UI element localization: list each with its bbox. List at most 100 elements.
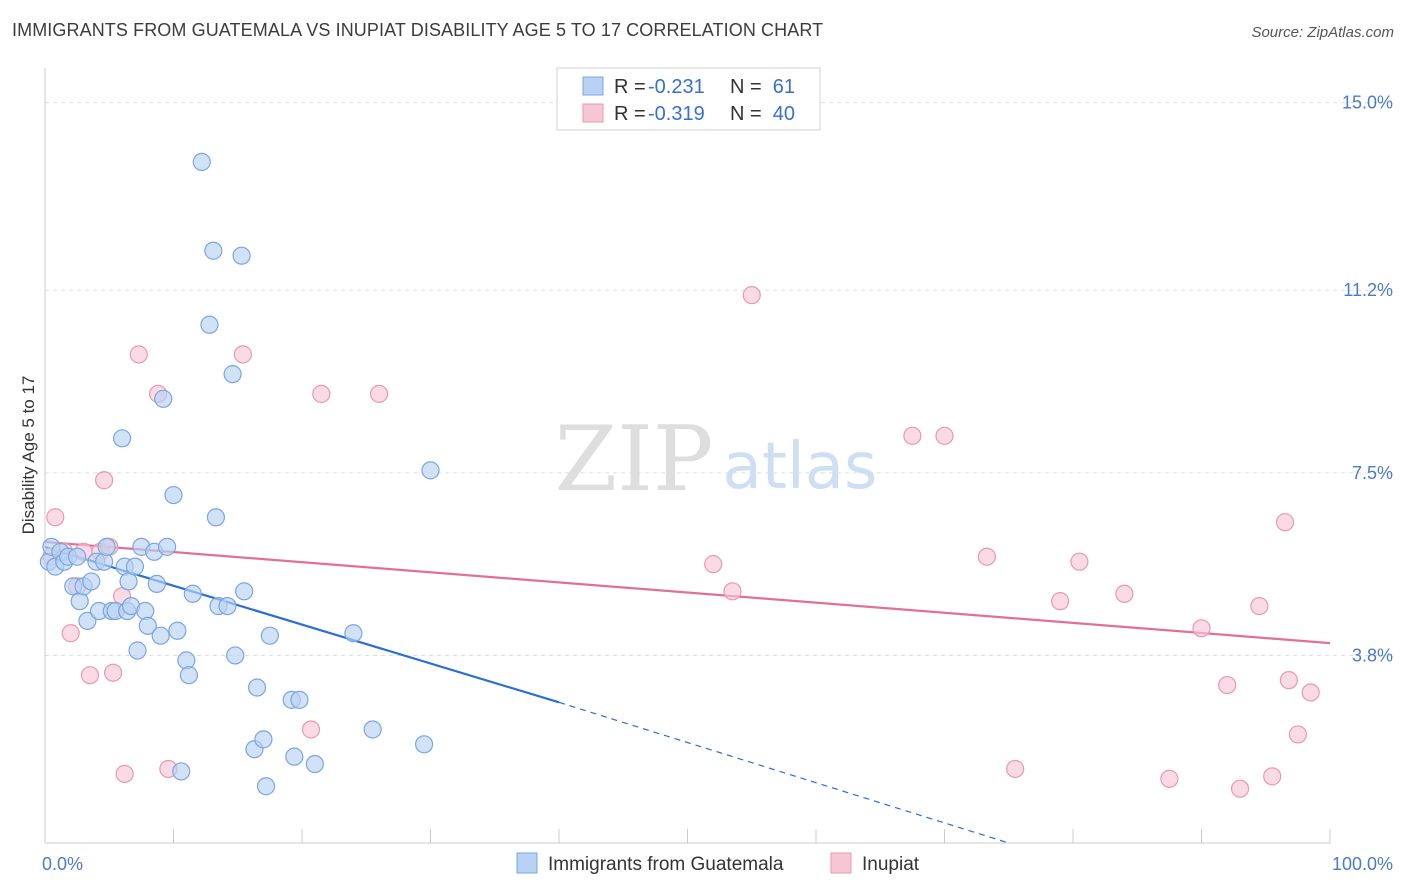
chart-title: IMMIGRANTS FROM GUATEMALA VS INUPIAT DIS… bbox=[12, 20, 824, 40]
guatemala-point-47 bbox=[232, 246, 251, 265]
guatemala-point-56 bbox=[290, 690, 309, 709]
axes bbox=[44, 68, 1331, 844]
guatemala-point-29 bbox=[147, 574, 166, 593]
legend-n-value-1: 40 bbox=[773, 103, 795, 125]
guatemala-point-59 bbox=[363, 720, 382, 739]
source-credit: Source: ZipAtlas.com bbox=[1251, 24, 1394, 41]
guatemala-point-41 bbox=[204, 241, 223, 260]
watermark-atlas: atlas bbox=[723, 430, 878, 504]
legend-n-label-1: N = bbox=[730, 103, 762, 125]
series-legend: Immigrants from Guatemala Inupiat bbox=[516, 852, 920, 875]
data-points bbox=[39, 152, 1320, 798]
legend-swatch-0 bbox=[582, 76, 604, 96]
inupiat-point-28 bbox=[1070, 552, 1089, 571]
x-tick-labels: 0.0% 100.0% bbox=[42, 854, 1393, 874]
guatemala-point-42 bbox=[206, 508, 226, 527]
inupiat-point-29 bbox=[1115, 584, 1134, 603]
guatemala-trend-extension bbox=[558, 701, 1009, 844]
y-tick-label-3: 15.0% bbox=[1342, 93, 1393, 113]
guatemala-point-36 bbox=[177, 651, 196, 670]
guatemala-point-55 bbox=[285, 747, 304, 766]
inupiat-point-36 bbox=[1275, 513, 1295, 532]
guatemala-point-11 bbox=[82, 572, 101, 591]
y-tick-label-2: 11.2% bbox=[1343, 280, 1393, 300]
legend-n-label-0: N = bbox=[730, 76, 762, 98]
grid-lines bbox=[45, 102, 1392, 656]
guatemala-point-39 bbox=[192, 152, 211, 172]
y-tick-label-1: 7.5% bbox=[1352, 463, 1393, 483]
guatemala-point-23 bbox=[125, 557, 145, 576]
inupiat-point-12 bbox=[115, 764, 134, 784]
inupiat-point-19 bbox=[370, 384, 389, 403]
x-tick-label-0: 0.0% bbox=[42, 854, 83, 874]
inupiat-point-33 bbox=[1230, 779, 1250, 798]
inupiat-point-37 bbox=[1279, 671, 1298, 690]
inupiat-point-39 bbox=[1301, 683, 1320, 702]
guatemala-point-8 bbox=[70, 592, 89, 611]
legend-r-label-0: R = bbox=[614, 76, 646, 98]
series-legend-label-guatemala: Immigrants from Guatemala bbox=[548, 854, 784, 875]
inupiat-trend-line bbox=[44, 540, 1331, 645]
guatemala-point-45 bbox=[223, 365, 242, 384]
inupiat-point-21 bbox=[723, 582, 742, 601]
legend-swatch-1 bbox=[582, 103, 604, 123]
y-tick-label-0: 3.8% bbox=[1352, 645, 1393, 665]
guatemala-point-50 bbox=[247, 678, 267, 697]
guatemala-point-61 bbox=[414, 735, 434, 754]
y-tick-labels: 3.8% 7.5% 11.2% 15.0% bbox=[1342, 93, 1393, 666]
legend-r-value-1: -0.319 bbox=[648, 103, 705, 125]
guatemala-point-14 bbox=[95, 552, 114, 571]
inupiat-point-23 bbox=[903, 426, 922, 445]
guatemala-point-34 bbox=[168, 621, 187, 640]
inupiat-point-20 bbox=[704, 555, 723, 574]
inupiat-point-24 bbox=[935, 426, 954, 445]
guatemala-point-31 bbox=[154, 389, 173, 408]
guatemala-point-26 bbox=[136, 601, 155, 621]
inupiat-point-25 bbox=[977, 547, 997, 566]
inupiat-point-31 bbox=[1192, 619, 1211, 638]
inupiat-point-8 bbox=[95, 471, 114, 490]
inupiat-point-34 bbox=[1250, 596, 1269, 616]
guatemala-point-30 bbox=[151, 626, 170, 645]
guatemala-point-38 bbox=[183, 584, 202, 603]
guatemala-point-35 bbox=[172, 762, 191, 781]
legend-n-value-0: 61 bbox=[773, 76, 795, 98]
guatemala-point-58 bbox=[344, 624, 363, 643]
guatemala-point-46 bbox=[226, 646, 245, 665]
inupiat-point-32 bbox=[1218, 675, 1237, 695]
guatemala-point-52 bbox=[256, 777, 276, 796]
inupiat-point-16 bbox=[233, 345, 252, 364]
guatemala-point-44 bbox=[218, 596, 237, 616]
inupiat-point-13 bbox=[129, 345, 148, 364]
inupiat-point-3 bbox=[61, 624, 80, 643]
inupiat-point-27 bbox=[1051, 592, 1070, 611]
legend-r-value-0: -0.231 bbox=[648, 76, 705, 98]
guatemala-point-48 bbox=[235, 582, 254, 601]
guatemala-point-40 bbox=[200, 315, 219, 334]
inupiat-point-17 bbox=[301, 720, 321, 739]
guatemala-point-32 bbox=[157, 537, 177, 556]
guatemala-point-27 bbox=[138, 616, 157, 635]
x-tick-label-1: 100.0% bbox=[1332, 854, 1393, 874]
guatemala-point-57 bbox=[305, 754, 324, 774]
inupiat-point-18 bbox=[312, 384, 331, 403]
guatemala-point-37 bbox=[179, 666, 199, 685]
inupiat-point-1 bbox=[46, 508, 65, 527]
guatemala-point-33 bbox=[164, 485, 183, 505]
inupiat-point-35 bbox=[1263, 767, 1282, 786]
series-legend-swatch-guatemala bbox=[516, 852, 538, 874]
guatemala-point-24 bbox=[128, 641, 147, 660]
guatemala-point-53 bbox=[260, 626, 279, 645]
inupiat-point-38 bbox=[1288, 725, 1307, 744]
inupiat-point-10 bbox=[104, 663, 123, 682]
inupiat-point-6 bbox=[80, 666, 100, 685]
stats-legend: R = -0.231 N = 61 R = -0.319 N = 40 bbox=[556, 67, 821, 131]
inupiat-point-30 bbox=[1160, 769, 1179, 788]
legend-r-label-1: R = bbox=[614, 103, 646, 125]
guatemala-point-60 bbox=[421, 461, 440, 480]
guatemala-point-51 bbox=[254, 730, 273, 749]
watermark: ZIP atlas bbox=[555, 407, 878, 512]
series-legend-label-inupiat: Inupiat bbox=[862, 854, 920, 875]
guatemala-point-10 bbox=[78, 611, 97, 631]
